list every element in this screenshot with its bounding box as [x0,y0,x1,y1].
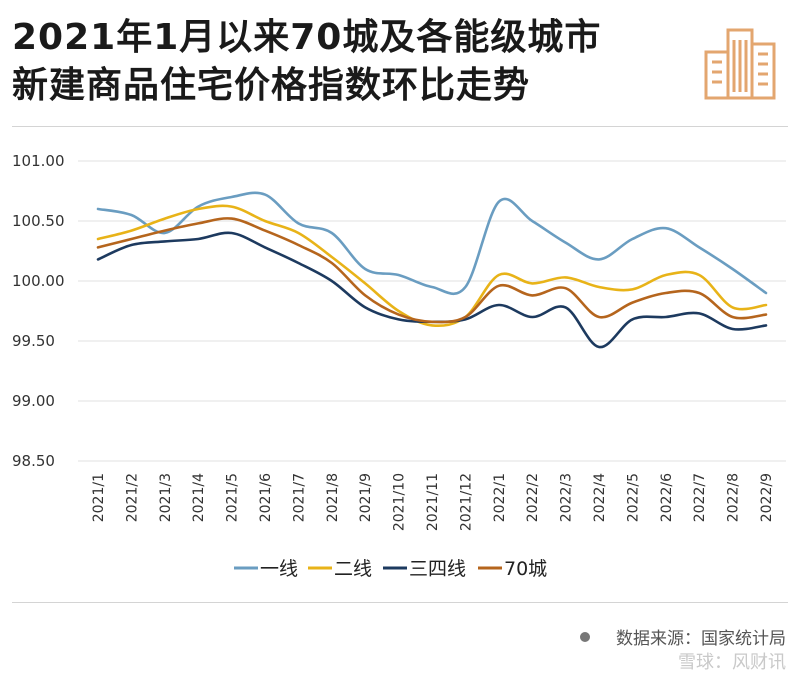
x-tick-label: 2022/3 [559,473,575,522]
x-tick-label: 2021/5 [225,473,241,522]
x-tick-label: 2021/1 [91,473,107,522]
x-tick-label: 2021/7 [291,473,307,522]
data-source-text: 数据来源：国家统计局 [616,629,786,649]
bullet-dot [580,631,590,642]
title-line-1: 2021年1月以来70城及各能级城市 [12,17,602,58]
x-tick-label: 2022/6 [659,473,675,522]
x-tick-label: 2021/8 [325,473,341,522]
watermark: 雪球：风财讯 [678,652,786,673]
series-line-4 [96,217,768,324]
bottom-divider [12,602,788,603]
x-tick-label: 2022/1 [492,473,508,522]
x-tick-label: 2022/7 [692,473,708,522]
legend-label: 70城 [504,558,547,580]
y-tick-label: 100.50 [12,212,65,230]
series-line-1 [96,191,768,296]
y-tick-label: 98.50 [12,452,55,470]
x-tick-label: 2021/4 [191,473,207,522]
x-tick-label: 2021/9 [358,473,374,522]
series-line-2 [96,204,768,327]
x-tick-label: 2021/10 [392,473,408,531]
y-tick-label: 100.00 [12,272,65,290]
y-tick-label: 101.00 [12,152,65,170]
series-line-3 [96,231,768,349]
x-tick-label: 2022/5 [625,473,641,522]
x-tick-label: 2022/4 [592,473,608,522]
x-tick-label: 2021/11 [425,473,441,531]
x-tick-label: 2022/2 [525,473,541,522]
title-line-2: 新建商品住宅价格指数环比走势 [12,65,531,106]
x-tick-label: 2021/2 [124,473,140,522]
legend-label: 二线 [334,558,372,580]
chart-title: 2021年1月以来70城及各能级城市 新建商品住宅价格指数环比走势 [12,14,601,110]
x-tick-label: 2021/6 [258,473,274,522]
building-icon [704,28,776,100]
legend-label: 三四线 [409,558,466,580]
top-divider [12,126,788,127]
y-tick-label: 99.00 [12,392,55,410]
data-source: 数据来源：国家统计局 [580,624,786,649]
x-tick-label: 2022/9 [759,473,775,522]
legend-label: 一线 [260,558,298,580]
x-tick-label: 2022/8 [726,473,742,522]
x-tick-label: 2021/3 [158,473,174,522]
x-tick-label: 2021/12 [458,473,474,531]
y-tick-label: 99.50 [12,332,55,350]
